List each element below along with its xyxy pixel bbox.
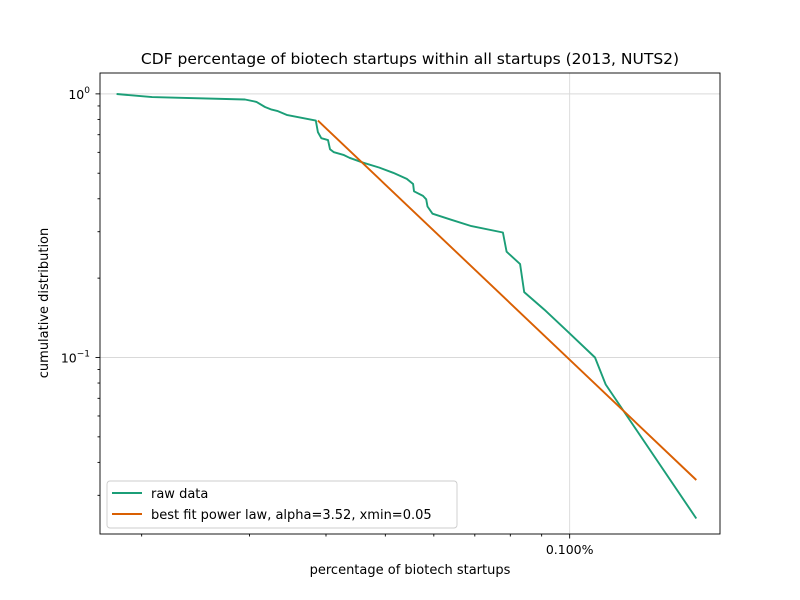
legend-label-power-law: best fit power law, alpha=3.52, xmin=0.0… <box>151 508 432 523</box>
legend: raw data best fit power law, alpha=3.52,… <box>107 481 457 528</box>
legend-label-raw-data: raw data <box>151 487 208 502</box>
chart-title: CDF percentage of biotech startups withi… <box>141 50 679 68</box>
y-axis-label: cumulative distribution <box>37 228 52 378</box>
x-axis-label: percentage of biotech startups <box>310 563 511 578</box>
x-tick-label: 0.100% <box>546 542 594 557</box>
